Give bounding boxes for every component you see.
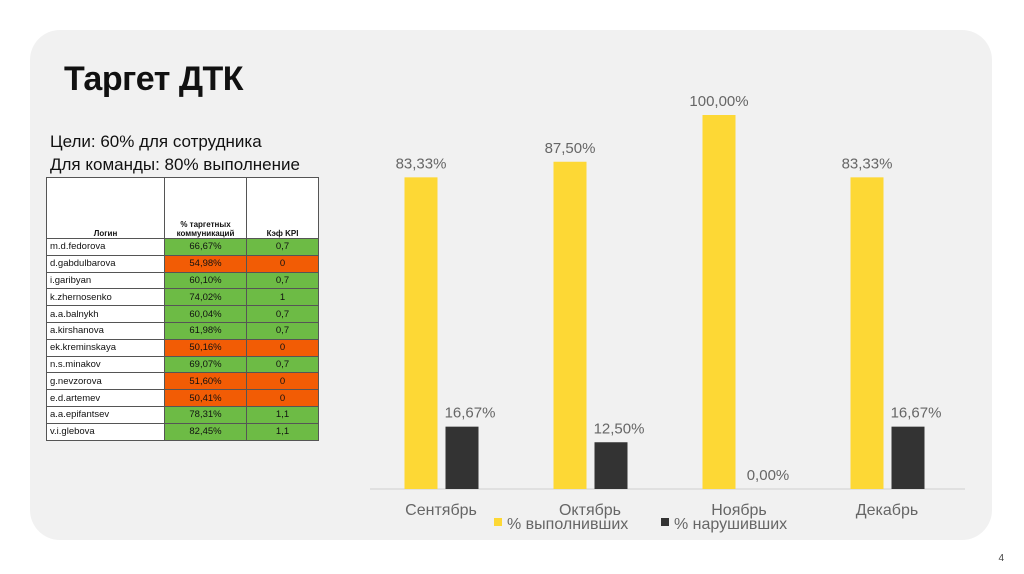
cell-target-pct: 60,04% <box>164 305 247 323</box>
data-label: 16,67% <box>891 405 942 422</box>
table-row: a.a.balnykh 60,04% 0,7 <box>46 305 319 323</box>
cell-kpi: 1 <box>246 288 319 307</box>
data-label: 83,33% <box>396 155 447 172</box>
table-row: ek.kreminskaya 50,16% 0 <box>46 338 319 357</box>
table-row: a.kirshanova 61,98% 0,7 <box>46 321 319 340</box>
table-row: e.d.artemev 50,41% 0 <box>46 389 319 407</box>
cell-target-pct: 51,60% <box>164 372 247 391</box>
header-kpi: Кэф KPI <box>246 177 319 239</box>
cell-kpi: 0 <box>246 338 319 357</box>
cell-kpi: 0,7 <box>246 355 319 374</box>
page-number: 4 <box>998 553 1004 564</box>
data-label: 0,00% <box>747 467 790 484</box>
bar-completed-0 <box>404 177 438 489</box>
x-tick-label: Октябрь <box>559 502 621 519</box>
table-row: g.nevzorova 51,60% 0 <box>46 372 319 391</box>
cell-kpi: 0 <box>246 389 319 407</box>
x-tick-label: Декабрь <box>856 502 918 519</box>
goals-block: Цели: 60% для сотрудника Для команды: 80… <box>50 130 300 176</box>
cell-kpi: 1,1 <box>246 422 319 441</box>
goal-employee: Цели: 60% для сотрудника <box>50 132 262 151</box>
cell-target-pct: 78,31% <box>164 405 247 424</box>
header-login: Логин <box>46 177 165 239</box>
legend-swatch-violated <box>661 518 669 526</box>
cell-target-pct: 82,45% <box>164 422 247 441</box>
bar-violated-0 <box>445 426 479 489</box>
data-label: 87,50% <box>545 140 596 157</box>
bar-completed-3 <box>850 177 884 489</box>
kpi-table: Логин % таргетных коммуникаций Кэф KPI m… <box>46 177 319 441</box>
data-label: 100,00% <box>689 93 748 110</box>
bar-violated-1 <box>594 442 628 489</box>
bar-violated-3 <box>891 426 925 489</box>
legend-label-violated: % нарушивших <box>674 516 787 533</box>
x-tick-label: Ноябрь <box>711 502 767 519</box>
slide-title: Таргет ДТК <box>64 60 244 98</box>
table-row: m.d.fedorova 66,67% 0,7 <box>46 238 319 256</box>
cell-kpi: 0 <box>246 372 319 391</box>
x-tick-label: Сентябрь <box>405 502 477 519</box>
legend-label-completed: % выполнивших <box>507 516 628 533</box>
table-body: m.d.fedorova 66,67% 0,7 d.gabdulbarova 54,98… <box>46 238 319 441</box>
data-label: 12,50% <box>594 420 645 437</box>
table-header-row: Логин % таргетных коммуникаций Кэф KPI <box>46 177 319 239</box>
bar-completed-1 <box>553 161 587 489</box>
data-label: 16,67% <box>445 405 496 422</box>
data-label: 83,33% <box>842 155 893 172</box>
cell-kpi: 0,7 <box>246 238 319 256</box>
cell-kpi: 0 <box>246 254 319 273</box>
table-row: v.i.glebova 82,45% 1,1 <box>46 422 319 441</box>
table-row: n.s.minakov 69,07% 0,7 <box>46 355 319 374</box>
cell-target-pct: 60,10% <box>164 271 247 290</box>
table-row: k.zhernosenko 74,02% 1 <box>46 288 319 307</box>
table-row: i.garibyan 60,10% 0,7 <box>46 271 319 290</box>
legend-swatch-completed <box>494 518 502 526</box>
goal-team: Для команды: 80% выполнение <box>50 155 300 174</box>
cell-target-pct: 69,07% <box>164 355 247 374</box>
bar-completed-2 <box>702 115 736 489</box>
